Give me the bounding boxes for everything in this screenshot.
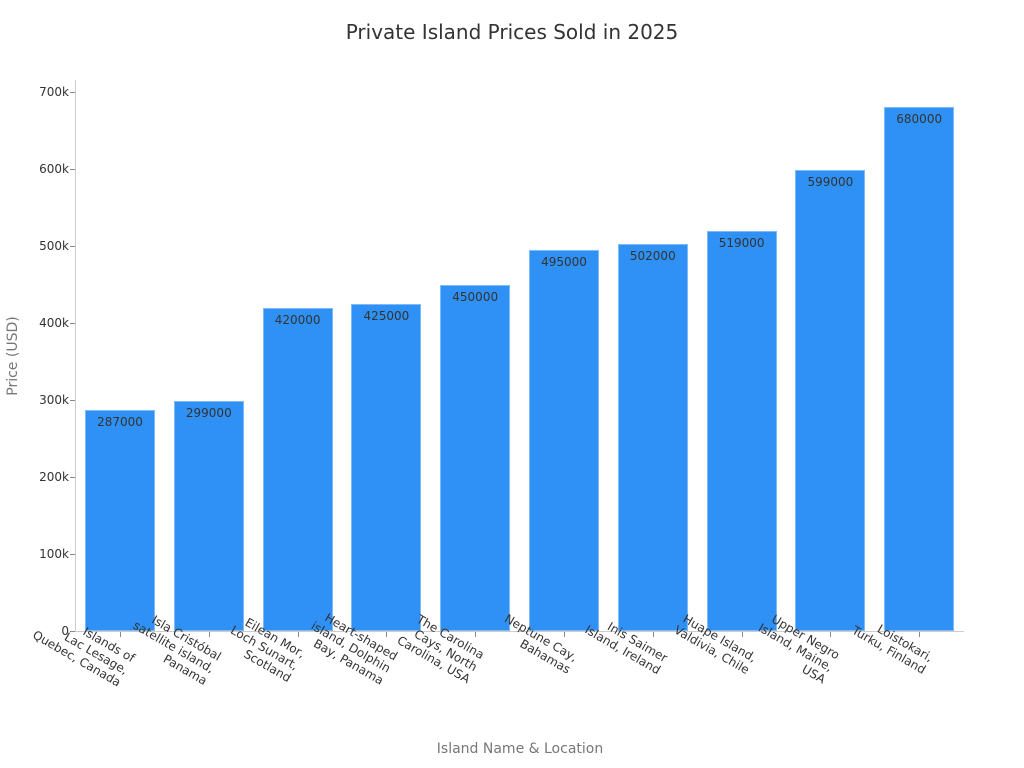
y-tick-label: 400k [39,316,69,330]
bar[interactable] [262,307,333,631]
chart-title: Private Island Prices Sold in 2025 [345,20,679,44]
y-tick-label: 300k [39,393,69,407]
y-tick-label: 500k [39,239,69,253]
y-tick-label: 100k [39,547,69,561]
bar-value-label: 680000 [896,112,943,127]
y-tick-mark [70,631,75,632]
bar-value-label: 425000 [363,308,410,323]
y-tick-label: 200k [39,470,69,484]
bar-value-label: 502000 [629,249,676,264]
bar[interactable] [706,231,777,631]
bar[interactable] [617,244,688,631]
bar[interactable] [440,284,511,631]
x-tick-mark [475,632,477,637]
bar[interactable] [884,107,955,631]
x-tick-mark [830,632,832,637]
y-tick-mark [70,246,75,247]
bar-value-label: 599000 [807,174,854,189]
x-tick-mark [297,632,299,637]
y-axis-label: Price (USD) [5,316,21,396]
bar[interactable] [529,249,599,631]
bar[interactable] [85,410,155,631]
y-tick-label: 700k [39,85,69,99]
x-tick-mark [564,632,565,637]
bar-value-label: 299000 [185,405,232,420]
y-tick-mark [70,169,75,170]
bar-value-label: 495000 [541,254,587,269]
y-tick-mark [70,400,75,401]
bar[interactable] [173,400,244,631]
x-tick-mark [919,632,921,637]
y-axis-line [75,80,76,632]
y-tick-label: 600k [39,162,69,176]
y-tick-mark [70,323,75,324]
x-tick-mark [208,632,210,637]
x-tick-mark [652,632,654,637]
x-axis-line [75,631,964,632]
bar[interactable] [795,169,866,631]
bar-value-label: 450000 [452,289,499,304]
x-tick-mark [120,632,121,637]
bar[interactable] [351,303,422,631]
y-tick-label: 0 [61,624,69,638]
bar-value-label: 287000 [97,415,143,429]
bar-value-label: 420000 [274,312,321,327]
y-tick-mark [70,477,75,478]
bar-value-label: 519000 [718,236,765,251]
x-tick-mark [386,632,388,637]
y-tick-mark [70,554,75,555]
x-tick-mark [741,632,743,637]
x-axis-label: Island Name & Location [436,741,604,757]
y-tick-mark [70,92,75,93]
